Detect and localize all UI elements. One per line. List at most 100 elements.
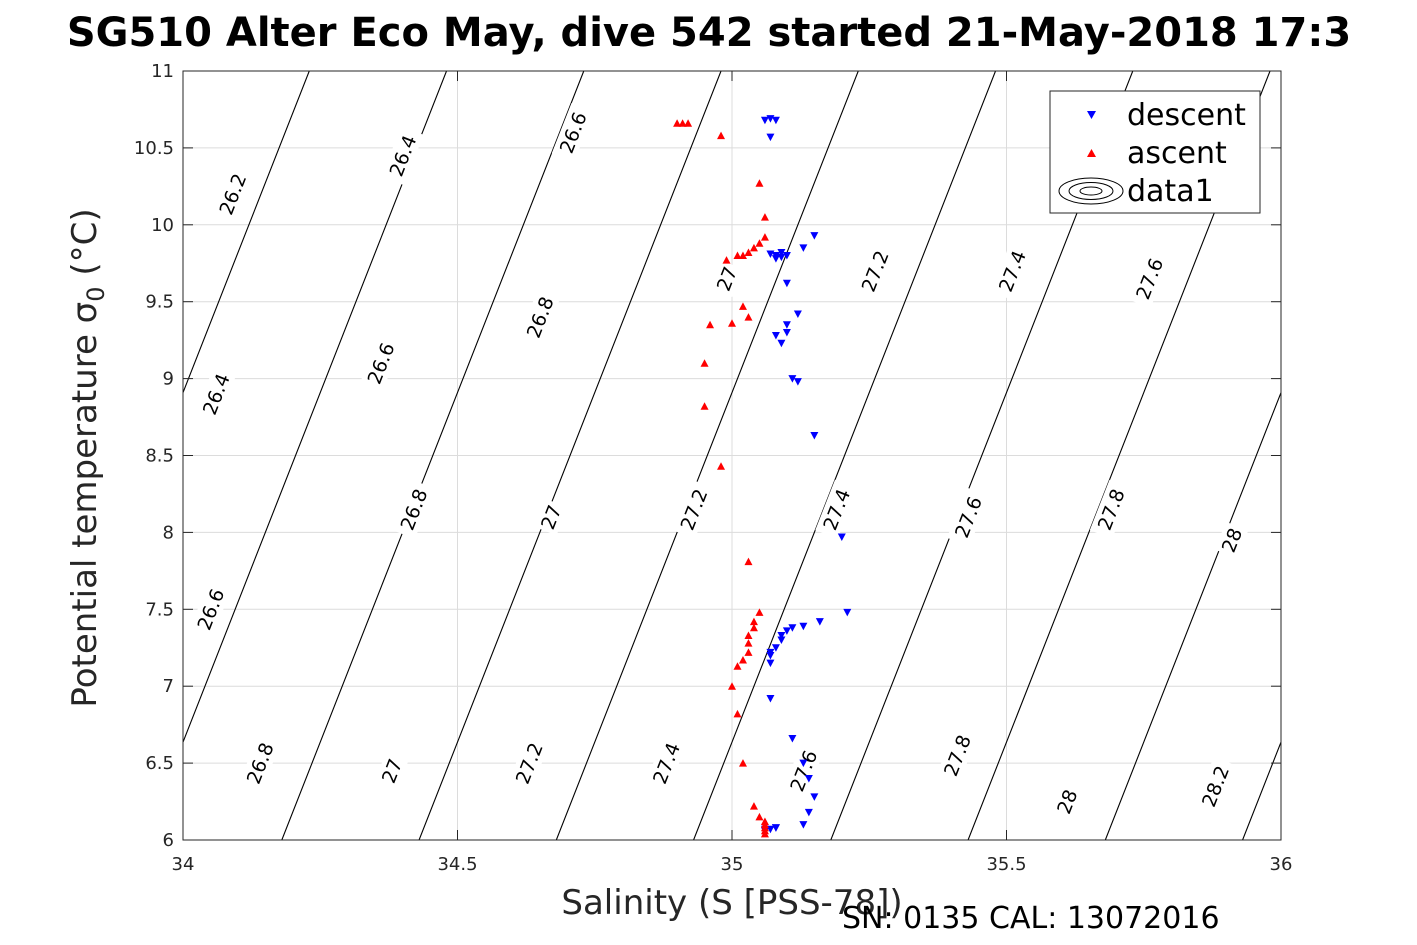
y-tick-label: 8.5	[145, 446, 174, 467]
descent-point	[782, 321, 791, 329]
contour-label-bg	[359, 333, 402, 393]
descent-point	[799, 244, 808, 252]
ascent-point	[749, 617, 758, 626]
contour-line-26-4	[183, 71, 310, 395]
contour-line-27-2	[555, 71, 859, 840]
ascent-point	[755, 179, 764, 187]
axis-ticks	[182, 70, 1282, 841]
descent-point	[766, 659, 775, 668]
contour-label: 27	[534, 498, 568, 536]
legend-ascent-label: ascent	[1127, 136, 1227, 171]
descent-point	[804, 808, 813, 817]
ascent-point	[744, 248, 753, 256]
y-tick-label: 6.5	[145, 753, 174, 774]
y-axis-label-subscript: 0	[82, 286, 110, 301]
x-tick-label: 34	[172, 854, 195, 875]
y-tick-label: 9.5	[145, 292, 174, 313]
contour-label-bg	[392, 479, 435, 539]
descent-point	[815, 618, 824, 626]
ascent-point	[760, 829, 769, 838]
ascent-point	[728, 319, 736, 327]
chart-title: SG510 Alter Eco May, dive 542 started 21…	[67, 10, 1351, 56]
descent-point	[788, 375, 797, 383]
descent-point	[799, 622, 808, 631]
data-points	[673, 115, 852, 838]
contour-label-bg	[1128, 249, 1171, 309]
y-tick-label: 10	[151, 215, 174, 236]
ascent-point	[733, 251, 742, 260]
contour-label-bg	[507, 733, 550, 793]
descent-point	[766, 695, 775, 703]
ascent-point	[749, 243, 758, 252]
descent-point	[810, 232, 819, 240]
contour-label-bg	[211, 164, 254, 224]
descent-point	[799, 759, 808, 768]
contour-line-26-6	[183, 71, 448, 744]
contour-label-bg	[947, 487, 990, 547]
descent-point	[766, 651, 775, 660]
ascent-point	[760, 233, 769, 241]
descent-point	[793, 378, 802, 386]
contour-label-bg	[990, 241, 1034, 301]
descent-point	[777, 636, 786, 645]
y-tick-label: 11	[151, 61, 174, 82]
contour-label-bg	[1194, 756, 1237, 816]
ascent-point	[744, 648, 753, 656]
legend-descent-label: descent	[1127, 98, 1246, 133]
x-tick-label: 36	[1270, 854, 1293, 875]
legend-ascent-marker	[1087, 149, 1096, 157]
x-tick-label: 35	[721, 854, 744, 875]
x-tick-label: 34.5	[437, 854, 477, 875]
tick-labels: 34 34.5 35 35.5 36 6 6.5 7 7.5 8 8.5 9 9.5 10 10.5 11	[134, 61, 1293, 875]
ascent-point	[673, 119, 682, 127]
ascent-point	[717, 462, 726, 470]
descent-point	[788, 734, 797, 743]
ascent-point	[755, 608, 764, 616]
legend-contour-icon	[1058, 177, 1124, 205]
contour-label: 28	[1214, 521, 1249, 559]
y-axis-label: Potential temperature σ0 (°C)	[65, 208, 110, 707]
y-axis-label-main: Potential temperature σ	[65, 302, 105, 708]
descent-point	[810, 432, 819, 440]
descent-point	[837, 533, 846, 542]
contour-label-bg	[853, 241, 896, 301]
contour-label-bg	[672, 479, 715, 539]
ascent-point	[728, 682, 736, 690]
ascent-point	[760, 213, 769, 221]
descent-point	[777, 248, 786, 257]
descent-point	[782, 627, 791, 635]
contour-label-bg	[936, 725, 979, 785]
ascent-point	[738, 251, 747, 260]
serial-calibration-footer: SN: 0135 CAL: 13072016	[842, 901, 1220, 936]
y-tick-label: 7	[163, 676, 174, 697]
ascent-point	[738, 656, 747, 664]
y-tick-label: 8	[163, 522, 174, 543]
contour-label-bg	[709, 260, 744, 297]
y-tick-label: 7.5	[145, 599, 174, 620]
contour-label-bg	[534, 498, 568, 536]
ascent-point	[678, 119, 687, 127]
ascent-point	[700, 402, 709, 410]
y-axis-label-unit: (°C)	[65, 208, 105, 286]
contour-label-bg	[645, 733, 688, 793]
contour-label-bg	[815, 479, 858, 539]
ascent-point	[700, 359, 709, 367]
contour-line-27	[418, 71, 722, 840]
contour-label-bg	[189, 579, 232, 639]
descent-point	[782, 328, 791, 337]
y-tick-label: 9	[163, 369, 174, 390]
ascent-point	[744, 639, 753, 647]
descent-point	[760, 116, 769, 125]
ascent-point	[706, 320, 715, 329]
descent-point	[777, 631, 786, 640]
ascent-point	[733, 709, 742, 718]
descent-point	[771, 116, 780, 125]
descent-point	[793, 310, 802, 319]
ascent-point	[755, 812, 764, 821]
contour-label-bg	[518, 287, 561, 347]
y-axis-label-group: Potential temperature σ0 (°C)	[65, 208, 110, 707]
ascent-point	[749, 802, 758, 810]
ascent-point	[717, 131, 726, 140]
contour-line-26-8	[281, 71, 585, 840]
